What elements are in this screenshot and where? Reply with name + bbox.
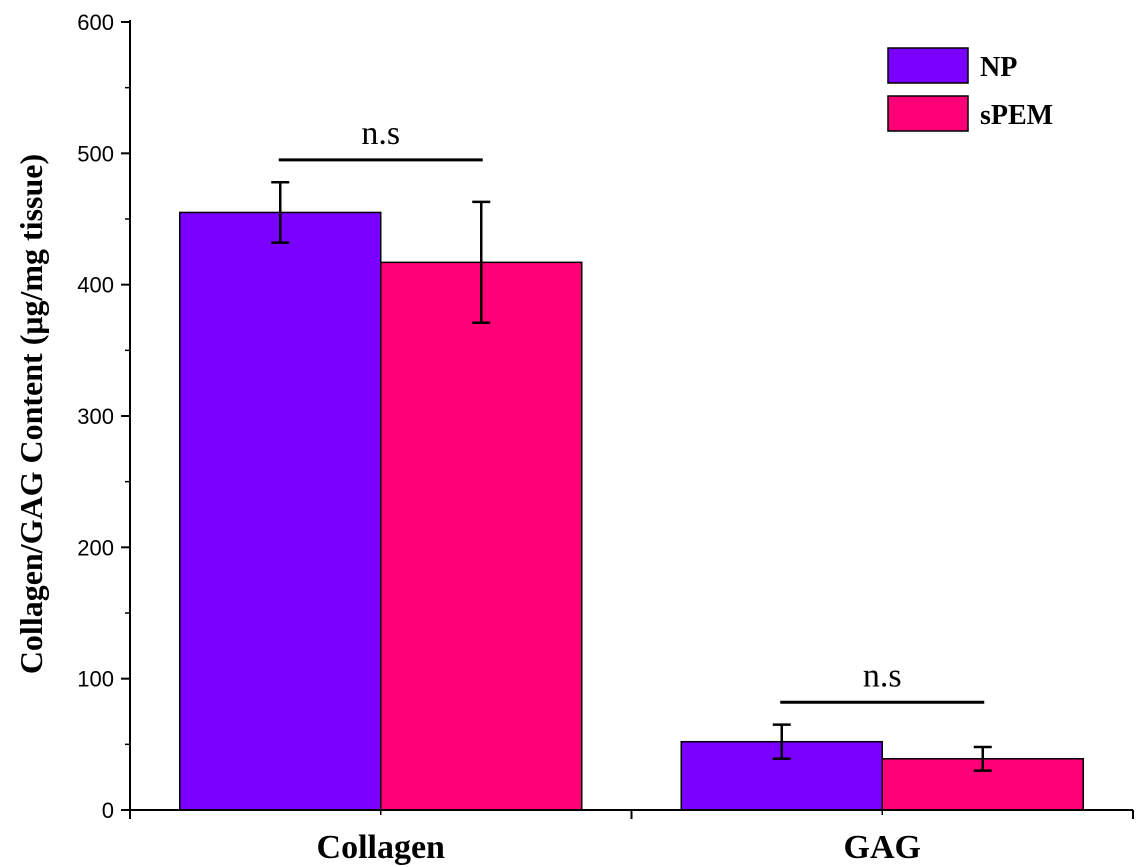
y-tick-label: 0	[102, 798, 114, 823]
y-tick-label: 200	[77, 535, 114, 560]
legend: NP sPEM	[887, 47, 1053, 132]
legend-swatch-np	[887, 47, 969, 84]
legend-swatch-spem	[887, 95, 969, 132]
bar-np-collagen	[179, 211, 382, 811]
y-axis-title: Collagen/GAG Content (μg/mg tissue)	[13, 154, 49, 674]
significance-label: n.s	[361, 115, 400, 152]
y-tick-label: 600	[77, 10, 114, 35]
y-tick-label: 100	[77, 667, 114, 692]
error-bar-np-gag	[772, 723, 791, 761]
x-category-label: Collagen	[317, 829, 446, 866]
y-tick-label: 400	[77, 273, 114, 298]
y-tick-label: 300	[77, 404, 114, 429]
error-bar-spem-collagen	[472, 200, 491, 325]
error-bar-np-collagen	[271, 180, 290, 244]
y-tick-label: 500	[77, 141, 114, 166]
legend-label-np: NP	[980, 52, 1017, 83]
bar-spem-collagen	[380, 261, 583, 811]
significance-label: n.s	[863, 657, 902, 694]
x-category-label: GAG	[844, 829, 921, 866]
error-bar-spem-gag	[973, 745, 992, 772]
plot-area: 0 100 200 300 400 500 600 Collagen GAG n.s n.s	[77, 10, 1134, 866]
legend-label-spem: sPEM	[980, 100, 1053, 131]
